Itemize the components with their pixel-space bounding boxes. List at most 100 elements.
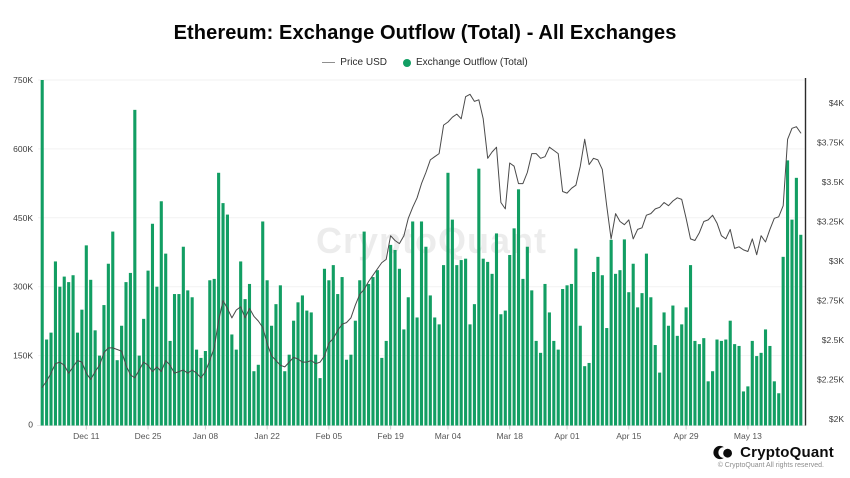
outflow-bar[interactable] bbox=[212, 278, 216, 426]
outflow-bar[interactable] bbox=[662, 312, 666, 426]
outflow-bar[interactable] bbox=[702, 338, 706, 426]
outflow-bar[interactable] bbox=[684, 307, 688, 426]
outflow-bar[interactable] bbox=[728, 320, 732, 426]
outflow-bar[interactable] bbox=[772, 381, 776, 426]
outflow-bar[interactable] bbox=[336, 294, 340, 426]
outflow-bar[interactable] bbox=[380, 357, 384, 426]
outflow-bar[interactable] bbox=[322, 268, 327, 426]
outflow-bar[interactable] bbox=[327, 280, 331, 426]
outflow-bar[interactable] bbox=[675, 335, 679, 426]
outflow-bar[interactable] bbox=[737, 345, 741, 426]
outflow-bar[interactable] bbox=[561, 288, 565, 426]
outflow-bar[interactable] bbox=[239, 261, 243, 426]
outflow-bar[interactable] bbox=[556, 349, 560, 426]
outflow-bar[interactable] bbox=[49, 332, 53, 426]
outflow-bar[interactable] bbox=[93, 330, 97, 426]
outflow-bar[interactable] bbox=[172, 294, 177, 426]
outflow-bar[interactable] bbox=[640, 293, 644, 426]
outflow-bar[interactable] bbox=[688, 265, 693, 426]
outflow-bar[interactable] bbox=[296, 302, 300, 426]
outflow-bar[interactable] bbox=[181, 246, 185, 426]
outflow-bar[interactable] bbox=[591, 272, 596, 426]
outflow-bar[interactable] bbox=[446, 172, 450, 426]
outflow-bar[interactable] bbox=[428, 295, 432, 426]
outflow-bar[interactable] bbox=[552, 340, 556, 426]
outflow-bar[interactable] bbox=[415, 317, 419, 426]
outflow-bar[interactable] bbox=[472, 304, 476, 426]
outflow-bar[interactable] bbox=[305, 310, 309, 426]
outflow-bar[interactable] bbox=[362, 231, 366, 426]
outflow-bar[interactable] bbox=[600, 275, 604, 426]
outflow-bar[interactable] bbox=[58, 286, 62, 426]
outflow-bar[interactable] bbox=[80, 309, 84, 426]
outflow-bar[interactable] bbox=[583, 366, 587, 426]
outflow-bar[interactable] bbox=[433, 317, 437, 426]
outflow-bar[interactable] bbox=[252, 371, 256, 426]
outflow-bar[interactable] bbox=[799, 234, 803, 426]
outflow-bar[interactable] bbox=[627, 292, 631, 426]
outflow-bar[interactable] bbox=[384, 340, 388, 426]
outflow-bar[interactable] bbox=[177, 294, 181, 426]
outflow-bar[interactable] bbox=[375, 270, 379, 426]
outflow-bar[interactable] bbox=[746, 386, 750, 426]
outflow-bar[interactable] bbox=[437, 324, 441, 426]
outflow-bar[interactable] bbox=[777, 393, 781, 426]
outflow-bar[interactable] bbox=[168, 340, 172, 426]
outflow-bar[interactable] bbox=[569, 283, 574, 426]
outflow-bar[interactable] bbox=[318, 378, 322, 426]
outflow-bar[interactable] bbox=[530, 290, 534, 426]
outflow-bar[interactable] bbox=[344, 359, 349, 426]
outflow-bar[interactable] bbox=[371, 277, 375, 426]
outflow-bar[interactable] bbox=[605, 328, 609, 426]
outflow-bar[interactable] bbox=[62, 276, 66, 426]
outflow-bar[interactable] bbox=[512, 228, 516, 426]
outflow-bar[interactable] bbox=[106, 263, 110, 426]
outflow-bar[interactable] bbox=[133, 109, 137, 426]
outflow-bar[interactable] bbox=[741, 391, 746, 426]
outflow-bar[interactable] bbox=[247, 283, 252, 426]
outflow-bar[interactable] bbox=[565, 285, 569, 426]
outflow-bar[interactable] bbox=[402, 329, 406, 426]
outflow-bar[interactable] bbox=[574, 248, 578, 426]
outflow-bar[interactable] bbox=[547, 312, 551, 426]
outflow-bar[interactable] bbox=[419, 221, 424, 426]
legend-item-outflow[interactable]: Exchange Outflow (Total) bbox=[402, 57, 528, 68]
outflow-bar[interactable] bbox=[190, 297, 194, 426]
outflow-bar[interactable] bbox=[128, 272, 132, 426]
outflow-bar[interactable] bbox=[768, 345, 772, 426]
outflow-bar[interactable] bbox=[89, 279, 93, 426]
outflow-bar[interactable] bbox=[711, 371, 715, 426]
outflow-bar[interactable] bbox=[715, 339, 719, 426]
outflow-bar[interactable] bbox=[195, 349, 199, 426]
outflow-bar[interactable] bbox=[733, 344, 737, 426]
outflow-bar[interactable] bbox=[269, 325, 274, 426]
outflow-bar[interactable] bbox=[539, 352, 543, 426]
outflow-bar[interactable] bbox=[697, 344, 701, 426]
outflow-bar[interactable] bbox=[794, 177, 798, 426]
outflow-bar[interactable] bbox=[353, 320, 357, 426]
outflow-bar[interactable] bbox=[120, 325, 124, 426]
outflow-bar[interactable] bbox=[442, 265, 446, 426]
outflow-bar[interactable] bbox=[508, 255, 512, 426]
outflow-bar[interactable] bbox=[609, 239, 613, 426]
outflow-bar[interactable] bbox=[455, 265, 459, 426]
outflow-bar[interactable] bbox=[786, 160, 790, 426]
outflow-bar[interactable] bbox=[155, 286, 159, 426]
outflow-bar[interactable] bbox=[680, 324, 684, 426]
outflow-bar[interactable] bbox=[763, 329, 768, 426]
outflow-bar[interactable] bbox=[243, 299, 247, 426]
outflow-bar[interactable] bbox=[653, 345, 657, 426]
outflow-bar[interactable] bbox=[406, 297, 410, 426]
outflow-bar[interactable] bbox=[367, 283, 371, 426]
outflow-bar[interactable] bbox=[278, 285, 282, 426]
outflow-bar[interactable] bbox=[389, 244, 393, 426]
outflow-bar[interactable] bbox=[516, 189, 521, 426]
outflow-bar[interactable] bbox=[411, 221, 415, 426]
outflow-bar[interactable] bbox=[450, 219, 454, 426]
outflow-bar[interactable] bbox=[349, 354, 353, 426]
outflow-bar[interactable] bbox=[150, 223, 155, 426]
outflow-bar[interactable] bbox=[755, 356, 759, 426]
outflow-bar[interactable] bbox=[265, 280, 269, 426]
outflow-bar[interactable] bbox=[618, 270, 622, 426]
